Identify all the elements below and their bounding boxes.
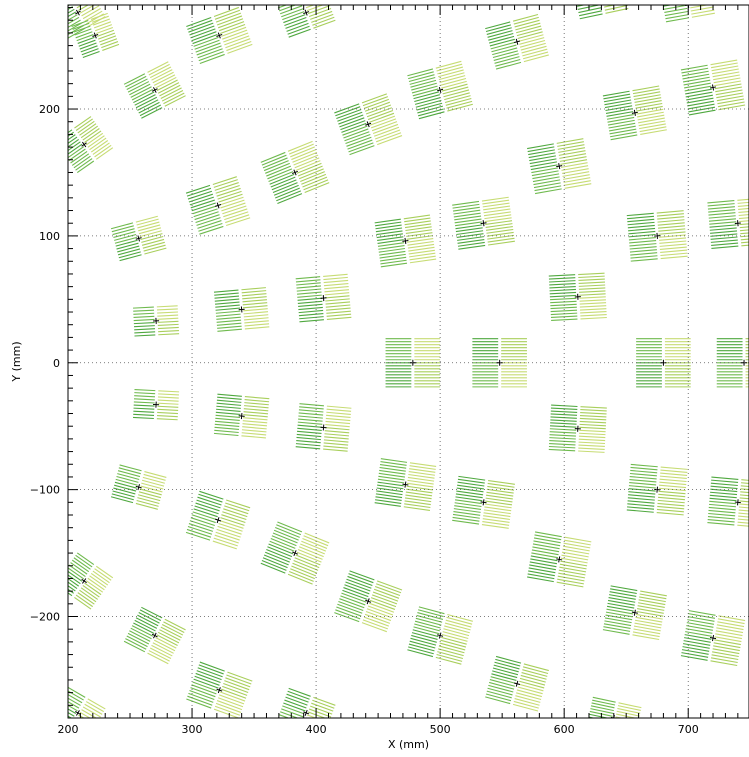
detector-module [707, 197, 749, 249]
detector-module [385, 338, 441, 388]
detector-module [123, 606, 186, 665]
x-tick-label: 200 [58, 723, 79, 736]
detector-module [133, 305, 180, 337]
detector-module [707, 476, 749, 529]
detector-module [295, 273, 352, 323]
detector-module [71, 12, 120, 59]
detector-module [295, 403, 352, 452]
detector-module [602, 85, 667, 141]
grid-lines [68, 5, 749, 718]
detector-module [123, 61, 186, 119]
detector-module [636, 338, 691, 388]
detector-module [626, 210, 688, 262]
detector-module [527, 138, 592, 195]
detector-module [260, 140, 330, 205]
module-center-mark [598, 1, 604, 2]
detector-module [213, 393, 270, 439]
plot-frame [67, 4, 749, 719]
y-axis-label: Y (mm) [10, 341, 23, 382]
detector-module [407, 60, 473, 120]
detector-module [186, 6, 253, 64]
y-tick-labels: 200 100 0 −100 −200 [30, 103, 60, 623]
detector-module [374, 458, 437, 511]
detector-module [548, 272, 607, 321]
detector-module [185, 490, 251, 550]
y-tick-label: −100 [30, 484, 60, 497]
detector-module [133, 388, 180, 421]
detector-module [334, 93, 403, 156]
detector-module [334, 570, 403, 633]
detector-module [527, 531, 592, 588]
x-tick-label: 500 [430, 723, 451, 736]
detector-module [68, 116, 114, 174]
y-tick-label: 100 [39, 230, 60, 243]
detector-module [548, 404, 607, 453]
y-tick-label: 200 [39, 103, 60, 116]
detector-module [602, 585, 667, 641]
x-tick-label: 700 [678, 723, 699, 736]
detector-module [68, 686, 106, 718]
detector-module [68, 552, 114, 610]
detector-module [110, 215, 167, 262]
detector-module [68, 5, 106, 39]
detector-module [276, 5, 336, 38]
detector-module [680, 610, 746, 667]
detector-module [663, 5, 715, 23]
detector-module [485, 13, 549, 70]
x-tick-label: 600 [554, 723, 575, 736]
detector-module [452, 196, 515, 250]
detector-module [110, 464, 167, 510]
detector-module [186, 661, 253, 718]
detector-module [452, 475, 515, 529]
detector-module [260, 521, 330, 585]
y-tick-label: −200 [30, 611, 60, 624]
x-tick-labels: 200 300 400 500 600 700 [58, 723, 699, 736]
detector-module [485, 655, 549, 712]
detector-module [213, 287, 270, 332]
axis-ticks [67, 5, 739, 719]
x-tick-label: 400 [306, 723, 327, 736]
x-axis-label: X (mm) [388, 738, 429, 751]
detector-module [277, 687, 336, 718]
detector-module [680, 59, 746, 116]
detector-module [407, 606, 473, 665]
detector-module [185, 176, 251, 235]
detector-module [374, 214, 437, 268]
detector-module [716, 338, 749, 388]
plot-area [68, 1, 749, 718]
y-tick-label: 0 [53, 357, 60, 370]
detector-module [472, 338, 527, 388]
x-tick-label: 300 [182, 723, 203, 736]
detector-module [626, 463, 688, 516]
